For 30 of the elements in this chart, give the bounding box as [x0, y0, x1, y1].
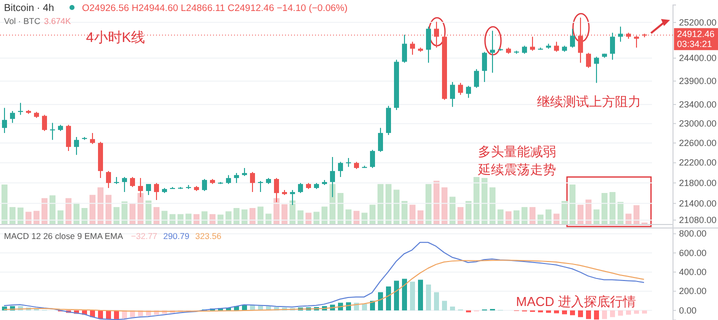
annotation: 多头量能减弱 [478, 144, 556, 159]
y-tick-label: 23900.00 [679, 76, 717, 86]
annotation: 323.56 [195, 231, 222, 241]
y-tick-label: 25200.00 [679, 17, 717, 28]
y-tick-label: 22200.00 [679, 158, 717, 168]
y-tick-label: 23000.00 [679, 118, 717, 128]
y-tick-label: 600.00 [679, 248, 707, 258]
y-tick-label: 0.00 [679, 305, 697, 316]
annotation: 4小时K线 [86, 29, 146, 45]
annotation: 290.79 [163, 231, 190, 241]
annotation: −32.77 [131, 231, 158, 241]
text: 03:34:21 [677, 39, 712, 50]
y-tick-label: 21400.00 [679, 198, 717, 208]
y-tick-label: 800.00 [679, 228, 707, 239]
chart-title: Bitcoin · 4h [4, 3, 54, 14]
y-tick-label: 24400.00 [679, 53, 717, 64]
ref-line-label: 24912.46 [677, 29, 715, 40]
y-tick-label: 22600.00 [679, 138, 717, 148]
annotation: 3.674K [44, 16, 72, 26]
annotation: Vol · BTC [4, 16, 40, 26]
annotation: MACD 进入探底行情 [516, 294, 636, 309]
y-tick-label: 400.00 [679, 266, 707, 277]
y-tick-label: 200.00 [679, 286, 707, 296]
annotation: 延续震荡走势 [477, 162, 556, 177]
y-tick-label: 23400.00 [679, 99, 717, 110]
annotation: 继续测试上方阻力 [537, 94, 641, 109]
y-tick-label: 21080.00 [679, 214, 717, 225]
chart-title: MACD 12 26 close 9 EMA EMA [4, 231, 124, 241]
chart-subtitle: O24926.56 H24944.60 L24866.11 C24912.46 −14.10 (−0.06%) [82, 3, 348, 14]
y-tick-label: 21800.00 [679, 178, 717, 188]
